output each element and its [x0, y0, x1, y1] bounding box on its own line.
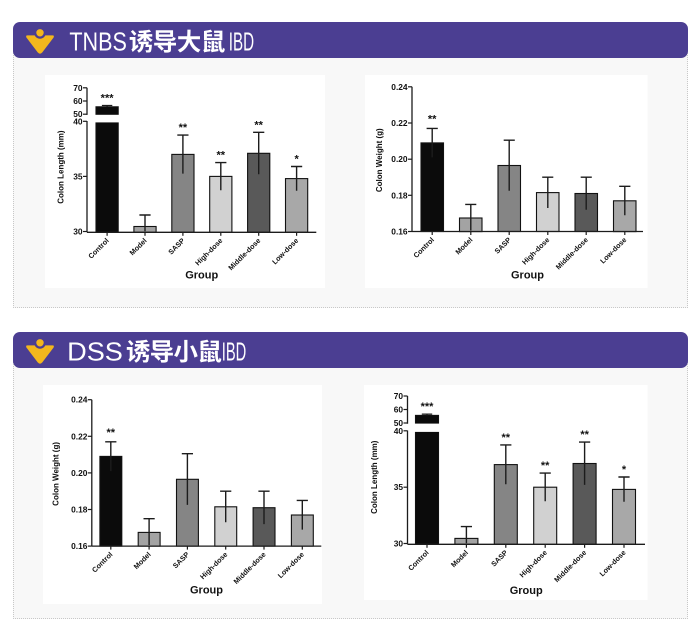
- svg-text:40: 40: [73, 116, 83, 126]
- svg-text:**: **: [106, 427, 115, 439]
- svg-text:**: **: [216, 150, 225, 162]
- svg-text:Group: Group: [190, 585, 223, 597]
- svg-text:30: 30: [73, 227, 83, 237]
- svg-text:35: 35: [73, 171, 83, 181]
- svg-text:0.18: 0.18: [391, 190, 408, 200]
- svg-text:60: 60: [73, 96, 83, 106]
- svg-text:0.22: 0.22: [391, 118, 408, 128]
- svg-text:50: 50: [394, 418, 404, 428]
- svg-text:0.24: 0.24: [71, 395, 88, 405]
- svg-text:**: **: [502, 432, 511, 444]
- svg-text:Colon Length (mm): Colon Length (mm): [56, 130, 65, 204]
- svg-text:0.18: 0.18: [71, 505, 88, 515]
- svg-text:0.20: 0.20: [391, 154, 408, 164]
- svg-text:TNBS: TNBS: [69, 26, 127, 56]
- svg-text:0.24: 0.24: [391, 82, 408, 92]
- svg-text:DSS: DSS: [67, 336, 123, 366]
- svg-text:*: *: [622, 464, 627, 476]
- svg-text:0.16: 0.16: [71, 541, 88, 551]
- svg-text:IBD: IBD: [229, 26, 254, 56]
- svg-text:***: ***: [421, 401, 435, 413]
- svg-text:35: 35: [394, 482, 404, 492]
- svg-text:**: **: [254, 119, 263, 131]
- svg-text:Group: Group: [510, 585, 543, 597]
- svg-text:IBD: IBD: [222, 336, 247, 366]
- svg-text:40: 40: [394, 426, 404, 436]
- svg-text:30: 30: [394, 539, 404, 549]
- svg-text:**: **: [541, 460, 550, 472]
- svg-text:Colon Weight (g): Colon Weight (g): [375, 128, 384, 192]
- svg-text:**: **: [428, 113, 437, 125]
- svg-text:**: **: [580, 429, 589, 441]
- svg-text:0.16: 0.16: [391, 227, 408, 237]
- svg-text:70: 70: [73, 83, 83, 93]
- svg-text:Group: Group: [511, 270, 544, 282]
- svg-text:Colon Weight (g): Colon Weight (g): [51, 442, 60, 506]
- svg-text:60: 60: [394, 405, 404, 415]
- svg-text:*: *: [294, 154, 299, 166]
- svg-text:0.22: 0.22: [71, 431, 88, 441]
- svg-text:Group: Group: [185, 270, 218, 282]
- svg-text:Colon Length (mm): Colon Length (mm): [370, 440, 379, 514]
- svg-text:***: ***: [100, 93, 114, 105]
- svg-text:70: 70: [394, 391, 404, 401]
- svg-text:**: **: [178, 122, 187, 134]
- svg-text:50: 50: [73, 109, 83, 119]
- svg-text:0.20: 0.20: [71, 468, 88, 478]
